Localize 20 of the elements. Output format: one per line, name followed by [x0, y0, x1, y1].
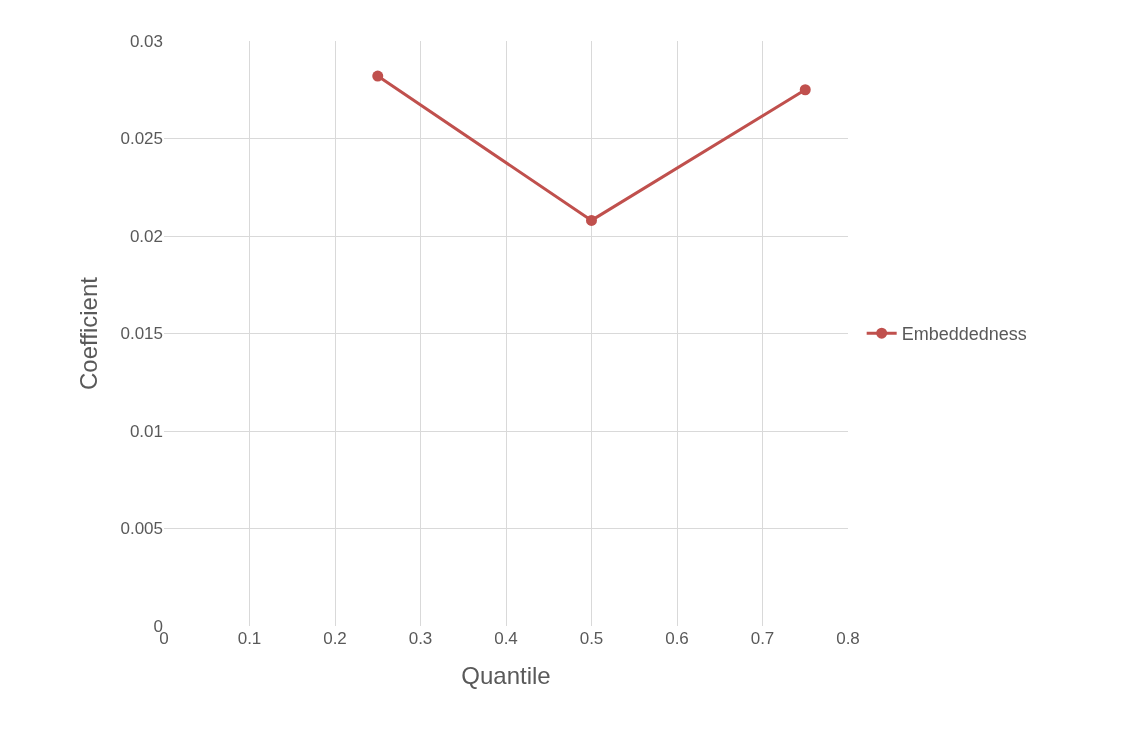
x-tick-label: 0.5 — [579, 629, 604, 648]
point — [799, 84, 811, 96]
x-tick-label: 0.8 — [836, 629, 860, 648]
y-tick-label: 0.015 — [120, 324, 163, 344]
y-tick-label: 0.03 — [129, 31, 163, 51]
x-tick-label: 0.6 — [665, 629, 689, 648]
y-tick-label: 0.025 — [120, 129, 163, 149]
legend-label: Embeddedness — [901, 324, 1027, 345]
x-tick-label: 0.4 — [494, 629, 518, 648]
x-axis-title: Quantile — [461, 662, 551, 690]
x-tick-label: 0.3 — [408, 629, 433, 648]
x-tick-label: 0.2 — [323, 629, 347, 648]
y-tick-label: 0.02 — [129, 226, 163, 246]
y-tick-label: 0.005 — [120, 519, 163, 539]
y-tick-label: 0.01 — [129, 421, 163, 441]
point — [372, 70, 384, 82]
x-tick-label: 0.1 — [237, 629, 262, 648]
x-tick-label: 0.7 — [750, 629, 775, 648]
point — [586, 214, 597, 226]
y-axis-title: Coefficient — [74, 276, 102, 390]
